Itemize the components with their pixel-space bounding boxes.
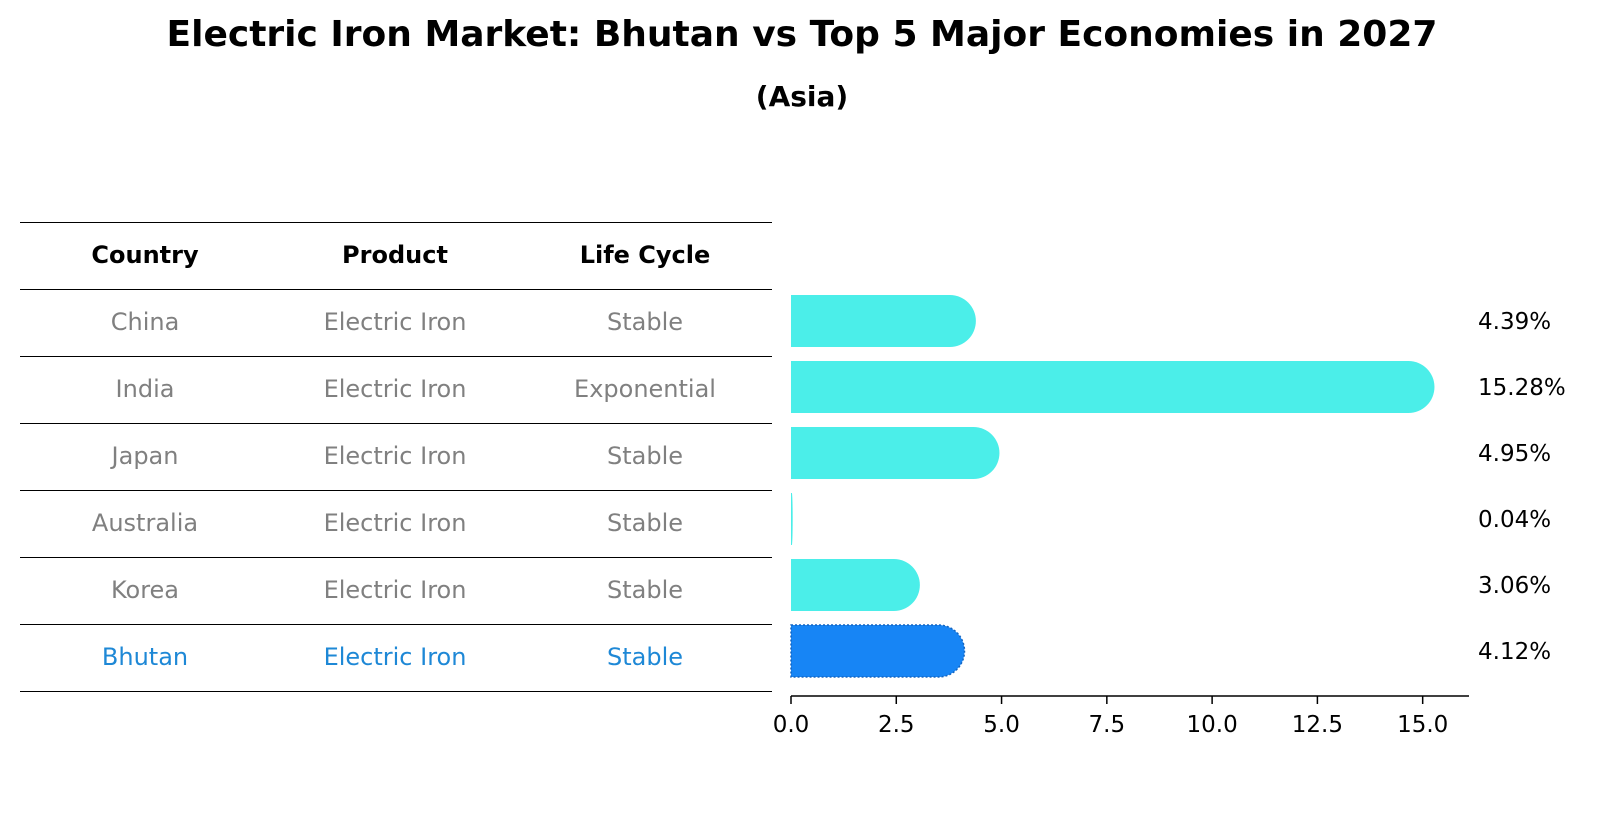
x-tick-label: 12.5 <box>1292 712 1343 738</box>
data-label: 4.12% <box>1478 639 1551 665</box>
life-cycle-cell: Stable <box>606 308 684 336</box>
x-tick-label: 15.0 <box>1397 712 1448 738</box>
table-row: Korea Electric Iron Stable <box>20 557 772 624</box>
table-row: China Electric Iron Stable <box>20 289 772 356</box>
life-cycle-cell: Stable <box>606 643 684 671</box>
x-tick-label: 7.5 <box>1089 712 1126 738</box>
data-label: 15.28% <box>1478 375 1566 401</box>
table-header-row: Country Product Life Cycle <box>20 222 772 289</box>
bar <box>791 493 793 545</box>
chart-title: Electric Iron Market: Bhutan vs Top 5 Ma… <box>166 14 1438 55</box>
bar <box>791 361 1435 413</box>
bar <box>791 295 976 347</box>
data-table: Country Product Life Cycle China Electri… <box>20 222 772 692</box>
product-cell: Electric Iron <box>323 442 467 470</box>
life-cycle-cell: Stable <box>606 576 684 604</box>
life-cycle-cell: Exponential <box>574 375 716 403</box>
table-row: Japan Electric Iron Stable <box>20 423 772 490</box>
product-cell: Electric Iron <box>323 643 467 671</box>
table-row: Australia Electric Iron Stable <box>20 490 772 557</box>
table-row: India Electric Iron Exponential <box>20 356 772 423</box>
country-cell: Australia <box>91 509 199 537</box>
bar-highlight <box>790 624 966 678</box>
country-cell: China <box>110 308 180 336</box>
chart-subtitle: (Asia) <box>755 80 849 113</box>
bar <box>791 559 920 611</box>
x-tick-label: 0.0 <box>773 712 810 738</box>
bar <box>791 427 1000 479</box>
country-cell: India <box>115 375 175 403</box>
data-label: 0.04% <box>1478 507 1551 533</box>
life-cycle-cell: Stable <box>606 442 684 470</box>
x-tick-label: 2.5 <box>878 712 915 738</box>
data-label: 3.06% <box>1478 573 1551 599</box>
x-tick-label: 5.0 <box>983 712 1020 738</box>
data-label: 4.39% <box>1478 309 1551 335</box>
product-cell: Electric Iron <box>323 509 467 537</box>
product-cell: Electric Iron <box>323 375 467 403</box>
table-row-highlight: Bhutan Electric Iron Stable <box>20 624 772 692</box>
country-cell: Korea <box>110 576 180 604</box>
header-product: Product <box>342 241 448 269</box>
x-tick-label: 10.0 <box>1187 712 1238 738</box>
country-cell: Bhutan <box>101 643 189 671</box>
product-cell: Electric Iron <box>323 576 467 604</box>
header-country: Country <box>91 241 199 269</box>
country-cell: Japan <box>111 442 179 470</box>
product-cell: Electric Iron <box>323 308 467 336</box>
data-label: 4.95% <box>1478 441 1551 467</box>
life-cycle-cell: Stable <box>606 509 684 537</box>
header-life-cycle: Life Cycle <box>579 241 711 269</box>
